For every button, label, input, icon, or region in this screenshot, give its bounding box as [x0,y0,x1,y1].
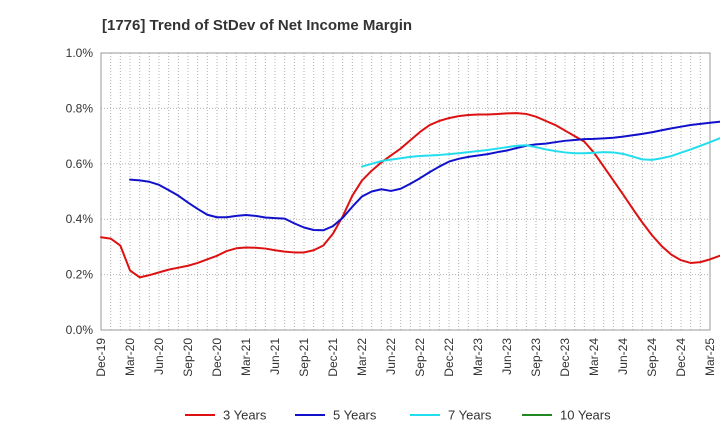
legend-label: 10 Years [560,408,611,423]
x-tick-label: Sep-22 [413,338,427,377]
chart-title: [1776] Trend of StDev of Net Income Marg… [102,17,412,34]
x-tick-label: Mar-23 [471,338,485,376]
x-tick-label: Mar-22 [355,338,369,376]
x-tick-label: Jun-23 [500,338,514,375]
x-tick-label: Dec-23 [558,338,572,377]
y-tick-label: 0.6% [66,157,94,171]
x-axis: Dec-19 Mar-20 Jun-20 Sep-20 Dec-20 Mar-21 Jun-… [94,338,717,377]
x-tick-label: Dec-21 [326,338,340,377]
x-tick-label: Sep-24 [645,338,659,377]
x-tick-label: Dec-24 [674,338,688,377]
y-tick-label: 0.0% [66,323,94,337]
legend-item-7-years: 7 Years [410,408,492,423]
series-line-3-years [100,112,720,279]
legend-item-5-years: 5 Years [295,408,377,423]
series-lines [100,112,720,279]
grid-lines [101,53,710,330]
legend-item-10-years: 10 Years [522,408,611,423]
x-tick-label: Dec-22 [442,338,456,377]
series-line-7-years [361,137,720,168]
y-tick-label: 0.4% [66,212,94,226]
plot-border [100,52,711,331]
x-tick-label: Jun-20 [152,338,166,375]
x-tick-label: Sep-21 [297,338,311,377]
y-axis: 0.0% 0.2% 0.4% 0.6% 0.8% 1.0% [66,46,94,337]
x-tick-label: Jun-22 [384,338,398,375]
x-tick-label: Mar-24 [587,338,601,376]
x-tick-label: Mar-25 [703,338,717,376]
legend-label: 7 Years [448,408,492,423]
y-tick-label: 1.0% [66,46,94,60]
legend-label: 5 Years [333,408,377,423]
x-tick-label: Mar-20 [123,338,137,376]
x-tick-label: Jun-21 [268,338,282,375]
x-tick-label: Sep-20 [181,338,195,377]
plot-area [100,52,711,331]
legend-label: 3 Years [223,408,267,423]
x-tick-label: Sep-23 [529,338,543,377]
y-tick-label: 0.2% [66,268,94,282]
x-tick-label: Jun-24 [616,338,630,375]
legend-item-3-years: 3 Years [185,408,267,423]
x-tick-label: Dec-19 [94,338,108,377]
x-tick-label: Mar-21 [239,338,253,376]
x-tick-label: Dec-20 [210,338,224,377]
y-tick-label: 0.8% [66,101,94,115]
legend: 3 Years 5 Years 7 Years 10 Years [185,408,611,423]
series-line-5-years [129,120,720,232]
